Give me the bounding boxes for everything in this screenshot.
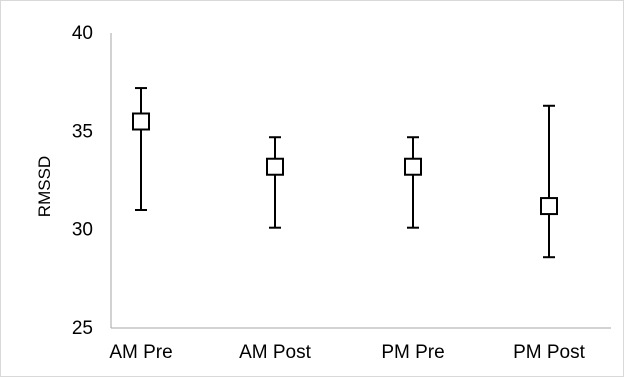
y-tick-labels: 25 30 35 40 bbox=[72, 23, 93, 339]
data-marks bbox=[132, 87, 558, 259]
data-point-marker bbox=[404, 157, 422, 176]
x-tick-label: PM Pre bbox=[381, 342, 444, 363]
x-tick-label: PM Post bbox=[513, 342, 586, 363]
x-tick-label: AM Pre bbox=[109, 342, 172, 363]
data-point-marker bbox=[540, 197, 558, 216]
y-tick-label: 35 bbox=[72, 121, 93, 142]
x-tick-labels: AM Pre AM Post PM Pre PM Post bbox=[109, 342, 585, 363]
y-tick-label: 30 bbox=[72, 220, 93, 241]
y-axis-label: RMSSD bbox=[35, 156, 54, 217]
data-point-marker bbox=[132, 112, 150, 131]
data-point-marker bbox=[266, 157, 284, 176]
x-tick-label: AM Post bbox=[239, 342, 312, 363]
y-tick-label: 40 bbox=[72, 23, 93, 44]
y-tick-label: 25 bbox=[72, 318, 93, 339]
